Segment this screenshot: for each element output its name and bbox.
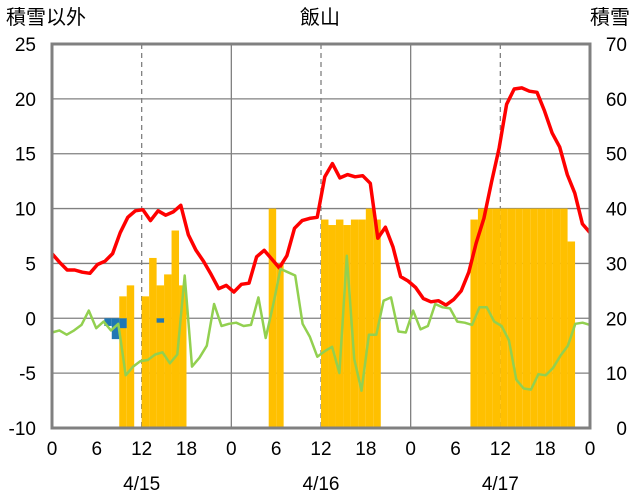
right-tick-label: 20 (606, 309, 627, 330)
left-axis-title: 積雪以外 (6, 6, 86, 29)
right-tick-label: 40 (606, 200, 627, 221)
bar (321, 219, 329, 428)
bar (156, 318, 165, 323)
bar (515, 208, 523, 428)
x-tick-label: 0 (47, 439, 58, 460)
bar (477, 208, 486, 428)
right-tick-label: 0 (616, 419, 627, 440)
bar (350, 219, 359, 428)
bar (358, 219, 366, 428)
right-axis-tick-labels: 0 10 20 30 40 50 60 70 (606, 35, 627, 440)
right-tick-label: 30 (606, 254, 627, 275)
left-tick-label: -10 (9, 419, 36, 440)
left-tick-label: 10 (15, 200, 36, 221)
bar (522, 208, 531, 428)
bar (268, 208, 277, 428)
right-tick-label: 50 (606, 145, 627, 166)
x-axis-tick-labels: 0 6 12 18 0 6 12 18 0 6 12 18 0 (47, 439, 596, 460)
bar (343, 225, 351, 428)
bar (373, 219, 381, 428)
right-axis-title: 積雪 (590, 6, 630, 29)
bar (492, 208, 501, 428)
bar (171, 230, 180, 428)
plot-area-border (50, 42, 592, 430)
left-axis-tick-labels: -10 -5 0 5 10 15 20 25 (9, 35, 36, 440)
right-tick-label: 10 (606, 364, 627, 385)
date-label: 4/16 (303, 474, 340, 495)
x-tick-label: 18 (176, 439, 197, 460)
left-tick-label: -5 (19, 364, 36, 385)
date-labels: 4/15 4/16 4/17 (123, 474, 519, 495)
bar (560, 208, 568, 428)
bar (530, 208, 538, 428)
x-tick-label: 12 (490, 439, 511, 460)
bar (552, 208, 561, 428)
left-tick-label: 0 (25, 309, 36, 330)
left-tick-label: 15 (15, 145, 36, 166)
x-tick-label: 18 (355, 439, 376, 460)
x-tick-label: 18 (535, 439, 556, 460)
x-tick-label: 12 (310, 439, 331, 460)
x-tick-label: 6 (92, 439, 103, 460)
date-label: 4/17 (482, 474, 519, 495)
left-tick-label: 25 (15, 35, 36, 56)
bar (500, 208, 508, 428)
bar (537, 208, 546, 428)
right-tick-label: 70 (606, 35, 627, 56)
series-line-0 (50, 86, 592, 307)
bar-series (104, 208, 576, 428)
left-tick-label: 20 (15, 90, 36, 111)
bar (104, 318, 112, 326)
bar (545, 208, 553, 428)
x-tick-label: 0 (405, 439, 416, 460)
bar (156, 285, 165, 428)
bar (365, 208, 374, 428)
bar (276, 263, 284, 428)
chart-title: 飯山 (300, 6, 340, 29)
x-tick-label: 0 (585, 439, 596, 460)
x-tick-label: 12 (131, 439, 152, 460)
bar (485, 208, 493, 428)
bar (149, 257, 157, 428)
bar (470, 219, 478, 428)
bar (328, 225, 336, 428)
bar (507, 208, 516, 428)
date-label: 4/15 (123, 474, 160, 495)
bar (126, 285, 135, 428)
x-tick-label: 6 (271, 439, 282, 460)
series-line-1 (51, 254, 591, 392)
bar (164, 274, 172, 428)
right-tick-label: 60 (606, 90, 627, 111)
bar (119, 318, 127, 329)
x-tick-label: 6 (450, 439, 461, 460)
bar (141, 296, 150, 428)
bar (111, 318, 120, 340)
x-tick-label: 0 (226, 439, 237, 460)
bar (335, 219, 344, 428)
left-tick-label: 5 (25, 254, 36, 275)
bar (179, 285, 187, 428)
